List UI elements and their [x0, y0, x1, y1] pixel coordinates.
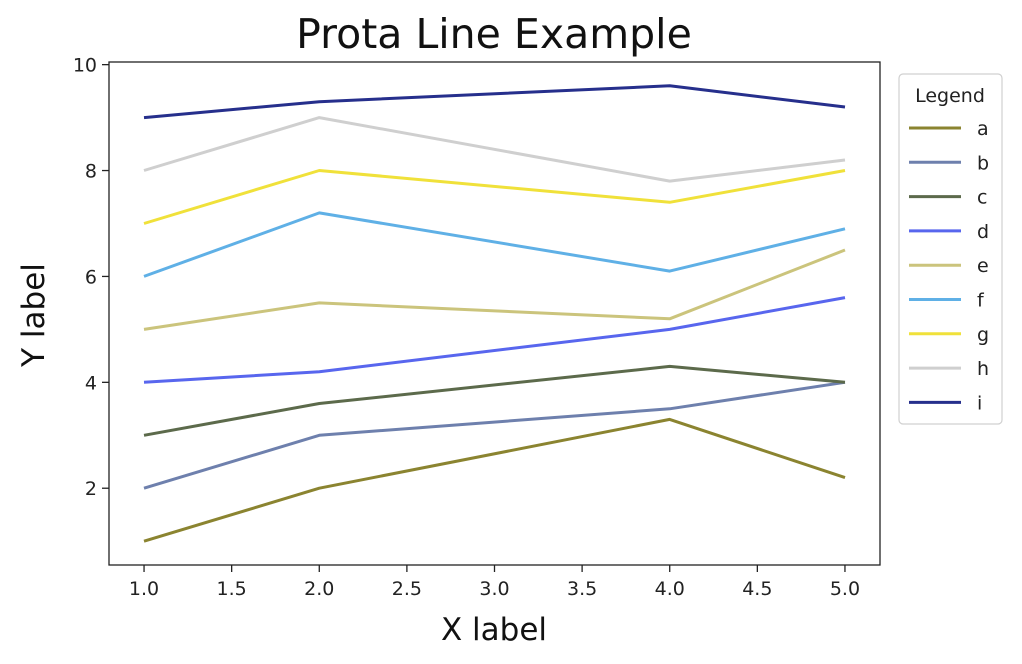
series-line-g: [143, 169, 846, 225]
legend-item-e: e: [909, 255, 989, 277]
chart-title: Prota Line Example: [296, 10, 692, 58]
series-line-i: [143, 84, 846, 120]
legend-label: g: [977, 324, 989, 346]
series-lines: [143, 84, 846, 543]
legend-item-i: i: [909, 392, 982, 414]
y-tick-label: 10: [73, 55, 97, 77]
y-axis-label: Y label: [16, 263, 52, 368]
x-tick-label: 3.0: [479, 578, 509, 600]
legend-label: f: [977, 290, 985, 312]
legend-item-b: b: [909, 152, 989, 174]
series-line-a: [143, 417, 846, 543]
series-line-c: [143, 364, 846, 437]
x-tick-label: 1.5: [217, 578, 247, 600]
x-tick-label: 2.5: [392, 578, 422, 600]
x-axis-label: X label: [441, 612, 547, 648]
y-tick-label: 2: [85, 478, 97, 500]
legend-item-h: h: [909, 358, 989, 380]
legend-label: c: [977, 187, 987, 209]
legend-item-d: d: [909, 221, 989, 243]
series-line-d: [143, 296, 846, 384]
legend-item-g: g: [909, 324, 989, 346]
legend-item-c: c: [909, 187, 987, 209]
x-tick-label: 3.5: [567, 578, 597, 600]
y-axis-ticks: 2 4 6 8 10: [73, 55, 109, 500]
legend-label: a: [977, 118, 989, 140]
x-axis-ticks: 1.0 1.5 2.0 2.5 3.0 3.5 4.0 4.5 5.0: [129, 565, 860, 600]
legend-label: h: [977, 358, 989, 380]
y-tick-label: 6: [85, 266, 97, 288]
series-line-h: [143, 116, 846, 183]
x-tick-label: 4.0: [655, 578, 685, 600]
legend-item-f: f: [909, 290, 985, 312]
y-tick-label: 8: [85, 161, 97, 183]
legend-label: e: [977, 255, 989, 277]
legend-label: i: [977, 392, 982, 414]
x-tick-label: 5.0: [830, 578, 860, 600]
series-line-f: [143, 211, 846, 278]
series-line-e: [143, 248, 846, 331]
legend-title: Legend: [915, 85, 985, 107]
y-tick-label: 4: [85, 372, 97, 394]
legend-item-a: a: [909, 118, 989, 140]
series-line-b: [143, 380, 846, 490]
x-tick-label: 2.0: [304, 578, 334, 600]
legend-label: d: [977, 221, 989, 243]
x-tick-label: 4.5: [742, 578, 772, 600]
x-tick-label: 1.0: [129, 578, 159, 600]
legend-label: b: [977, 152, 989, 174]
